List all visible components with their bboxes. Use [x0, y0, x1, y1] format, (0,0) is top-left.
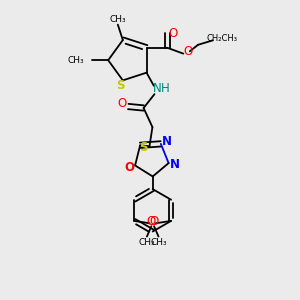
Text: CH₂CH₃: CH₂CH₃ [207, 34, 238, 43]
Text: H: H [161, 82, 170, 95]
Text: CH₃: CH₃ [150, 238, 167, 247]
Text: O: O [168, 26, 178, 40]
Text: O: O [183, 45, 193, 58]
Text: N: N [162, 135, 172, 148]
Text: O: O [118, 97, 127, 110]
Text: O: O [149, 215, 159, 228]
Text: N: N [169, 158, 179, 171]
Text: O: O [147, 215, 156, 228]
Text: CH₃: CH₃ [67, 56, 84, 65]
Text: N: N [152, 82, 161, 95]
Text: CH₃: CH₃ [139, 238, 155, 247]
Text: S: S [116, 79, 125, 92]
Text: S: S [139, 141, 147, 154]
Text: CH₃: CH₃ [110, 15, 126, 24]
Text: O: O [124, 161, 134, 174]
